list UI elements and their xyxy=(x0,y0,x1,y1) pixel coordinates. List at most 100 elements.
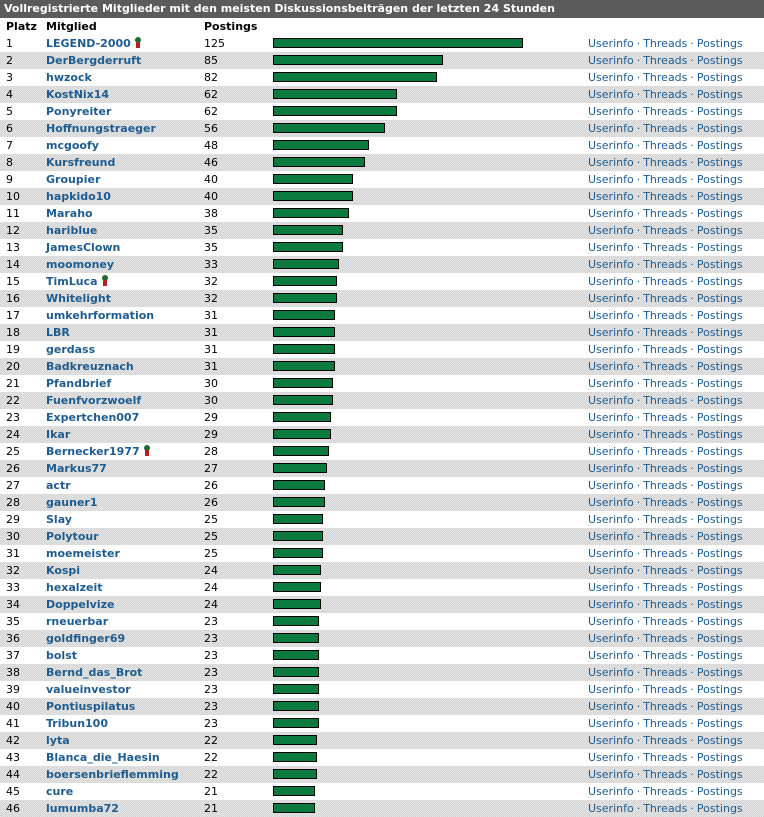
userinfo-link[interactable]: Userinfo xyxy=(588,462,634,475)
member-name-link[interactable]: Badkreuznach xyxy=(46,358,134,375)
postings-link[interactable]: Postings xyxy=(696,683,743,696)
member-name[interactable]: umkehrformation xyxy=(46,309,155,322)
userinfo-link[interactable]: Userinfo xyxy=(588,122,634,135)
member-name[interactable]: moomoney xyxy=(46,258,115,271)
member-name-link[interactable]: JamesClown xyxy=(46,239,120,256)
member-name-link[interactable]: Blanca_die_Haesin xyxy=(46,749,160,766)
member-name-link[interactable]: hapkido10 xyxy=(46,188,111,205)
userinfo-link[interactable]: Userinfo xyxy=(588,71,634,84)
member-name[interactable]: Kospi xyxy=(46,564,81,577)
userinfo-link[interactable]: Userinfo xyxy=(588,54,634,67)
userinfo-link[interactable]: Userinfo xyxy=(588,598,634,611)
member-name[interactable]: Slay xyxy=(46,513,72,526)
member-name[interactable]: Badkreuznach xyxy=(46,360,134,373)
postings-link[interactable]: Postings xyxy=(696,479,743,492)
member-name[interactable]: Pfandbrief xyxy=(46,377,112,390)
postings-link[interactable]: Postings xyxy=(696,326,743,339)
userinfo-link[interactable]: Userinfo xyxy=(588,479,634,492)
threads-link[interactable]: Threads xyxy=(643,717,688,730)
userinfo-link[interactable]: Userinfo xyxy=(588,292,634,305)
postings-link[interactable]: Postings xyxy=(696,581,743,594)
userinfo-link[interactable]: Userinfo xyxy=(588,785,634,798)
member-name[interactable]: hariblue xyxy=(46,224,98,237)
member-name[interactable]: TimLuca xyxy=(46,275,98,288)
userinfo-link[interactable]: Userinfo xyxy=(588,173,634,186)
threads-link[interactable]: Threads xyxy=(643,683,688,696)
userinfo-link[interactable]: Userinfo xyxy=(588,649,634,662)
member-name-link[interactable]: Bernd_das_Brot xyxy=(46,664,142,681)
postings-link[interactable]: Postings xyxy=(696,343,743,356)
userinfo-link[interactable]: Userinfo xyxy=(588,666,634,679)
threads-link[interactable]: Threads xyxy=(643,105,688,118)
postings-link[interactable]: Postings xyxy=(696,598,743,611)
userinfo-link[interactable]: Userinfo xyxy=(588,343,634,356)
member-name-link[interactable]: hexalzeit xyxy=(46,579,102,596)
userinfo-link[interactable]: Userinfo xyxy=(588,547,634,560)
postings-link[interactable]: Postings xyxy=(696,190,743,203)
userinfo-link[interactable]: Userinfo xyxy=(588,564,634,577)
userinfo-link[interactable]: Userinfo xyxy=(588,394,634,407)
member-name-link[interactable]: Expertchen007 xyxy=(46,409,139,426)
postings-link[interactable]: Postings xyxy=(696,224,743,237)
member-name[interactable]: Ikar xyxy=(46,428,71,441)
member-name-link[interactable]: lyta xyxy=(46,732,70,749)
member-name-link[interactable]: hwzock xyxy=(46,69,92,86)
userinfo-link[interactable]: Userinfo xyxy=(588,445,634,458)
member-name-link[interactable]: Groupier xyxy=(46,171,100,188)
member-name-link[interactable]: Hoffnungstraeger xyxy=(46,120,156,137)
member-name[interactable]: gerdass xyxy=(46,343,96,356)
member-name-link[interactable]: Markus77 xyxy=(46,460,107,477)
threads-link[interactable]: Threads xyxy=(643,224,688,237)
threads-link[interactable]: Threads xyxy=(643,445,688,458)
member-name-link[interactable]: Tribun100 xyxy=(46,715,108,732)
member-name[interactable]: rneuerbar xyxy=(46,615,109,628)
userinfo-link[interactable]: Userinfo xyxy=(588,513,634,526)
member-name[interactable]: Expertchen007 xyxy=(46,411,140,424)
userinfo-link[interactable]: Userinfo xyxy=(588,751,634,764)
member-name[interactable]: Bernd_das_Brot xyxy=(46,666,143,679)
member-name-link[interactable]: moemeister xyxy=(46,545,120,562)
member-name[interactable]: Hoffnungstraeger xyxy=(46,122,156,135)
postings-link[interactable]: Postings xyxy=(696,717,743,730)
postings-link[interactable]: Postings xyxy=(696,751,743,764)
member-name[interactable]: boersenbrieflemming xyxy=(46,768,179,781)
postings-link[interactable]: Postings xyxy=(696,649,743,662)
userinfo-link[interactable]: Userinfo xyxy=(588,683,634,696)
postings-link[interactable]: Postings xyxy=(696,615,743,628)
userinfo-link[interactable]: Userinfo xyxy=(588,88,634,101)
member-name[interactable]: hexalzeit xyxy=(46,581,103,594)
member-name[interactable]: Kursfreund xyxy=(46,156,116,169)
postings-link[interactable]: Postings xyxy=(696,513,743,526)
member-name-link[interactable]: goldfinger69 xyxy=(46,630,125,647)
member-name-link[interactable]: Kospi xyxy=(46,562,80,579)
postings-link[interactable]: Postings xyxy=(696,241,743,254)
threads-link[interactable]: Threads xyxy=(643,88,688,101)
userinfo-link[interactable]: Userinfo xyxy=(588,632,634,645)
member-name-link[interactable]: TimLuca xyxy=(46,273,109,290)
member-name-link[interactable]: actr xyxy=(46,477,71,494)
member-name[interactable]: LBR xyxy=(46,326,70,339)
userinfo-link[interactable]: Userinfo xyxy=(588,156,634,169)
userinfo-link[interactable]: Userinfo xyxy=(588,207,634,220)
threads-link[interactable]: Threads xyxy=(643,275,688,288)
member-name-link[interactable]: Doppelvize xyxy=(46,596,114,613)
member-name[interactable]: Maraho xyxy=(46,207,93,220)
member-name-link[interactable]: Ikar xyxy=(46,426,70,443)
userinfo-link[interactable]: Userinfo xyxy=(588,224,634,237)
member-name[interactable]: LEGEND-2000 xyxy=(46,37,131,50)
userinfo-link[interactable]: Userinfo xyxy=(588,734,634,747)
threads-link[interactable]: Threads xyxy=(643,190,688,203)
member-name-link[interactable]: Slay xyxy=(46,511,72,528)
postings-link[interactable]: Postings xyxy=(696,37,743,50)
userinfo-link[interactable]: Userinfo xyxy=(588,428,634,441)
postings-link[interactable]: Postings xyxy=(696,54,743,67)
threads-link[interactable]: Threads xyxy=(643,54,688,67)
threads-link[interactable]: Threads xyxy=(643,751,688,764)
postings-link[interactable]: Postings xyxy=(696,258,743,271)
member-name[interactable]: KostNix14 xyxy=(46,88,110,101)
threads-link[interactable]: Threads xyxy=(643,37,688,50)
member-name[interactable]: Tribun100 xyxy=(46,717,108,730)
member-name-link[interactable]: DerBergderruft xyxy=(46,52,141,69)
member-name[interactable]: Doppelvize xyxy=(46,598,115,611)
postings-link[interactable]: Postings xyxy=(696,275,743,288)
